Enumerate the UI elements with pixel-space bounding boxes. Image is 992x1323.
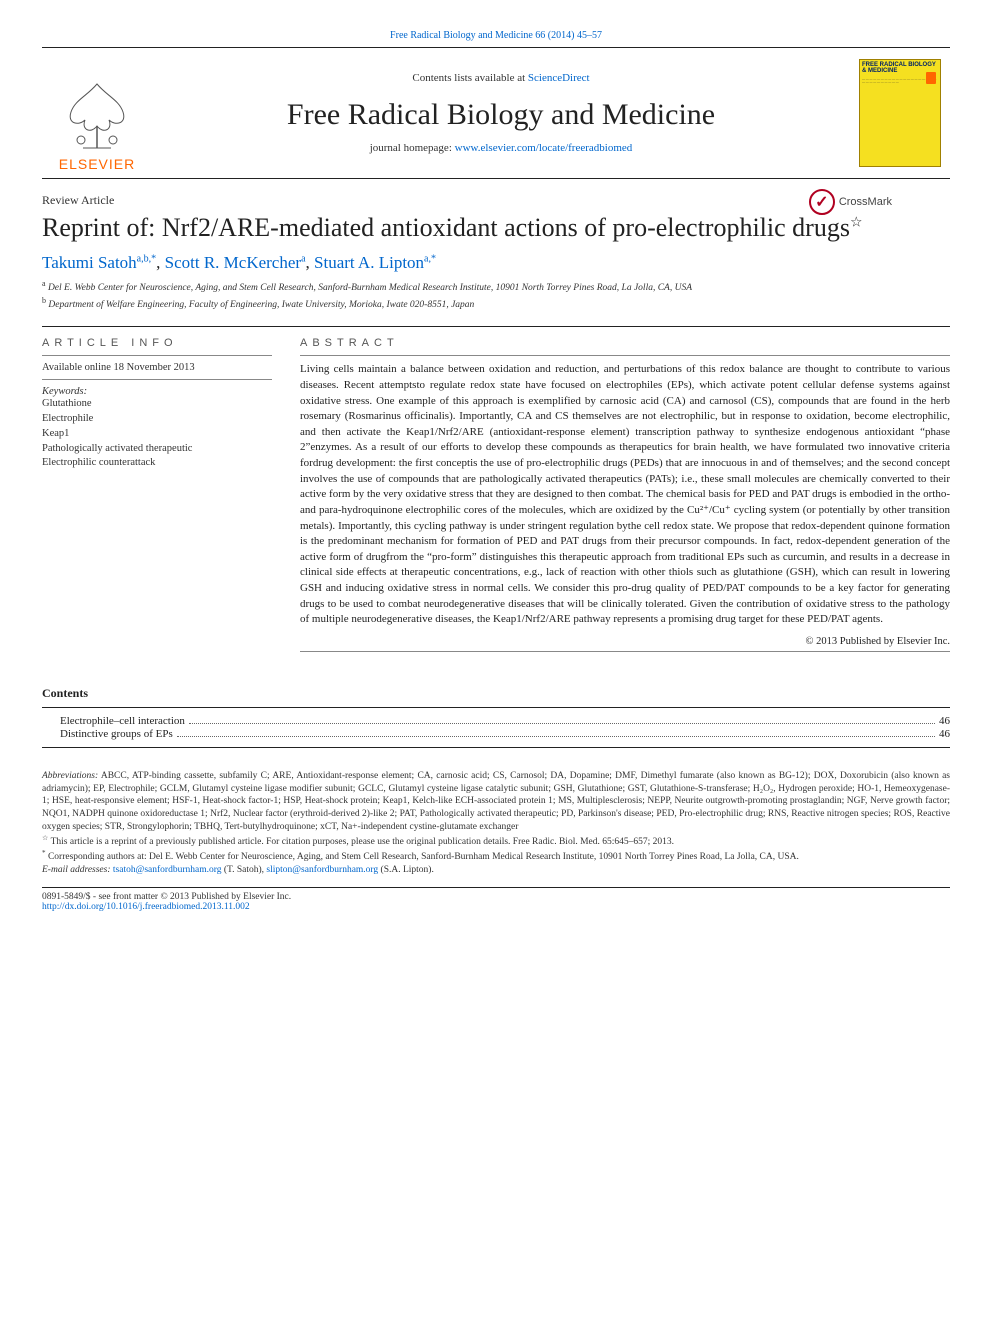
available-online-line: Available online 18 November 2013	[42, 362, 272, 373]
publisher-block: ELSEVIER	[42, 48, 158, 178]
aff-text: Department of Welfare Engineering, Facul…	[48, 301, 474, 311]
author-aff-mark: a	[301, 253, 305, 264]
aff-text: Del E. Webb Center for Neuroscience, Agi…	[48, 283, 692, 293]
reprint-note-text: This article is a reprint of a previousl…	[51, 837, 674, 847]
toc-row: Electrophile–cell interaction 46	[42, 715, 950, 727]
affiliation-line: b Department of Welfare Engineering, Fac…	[42, 296, 950, 312]
author-link[interactable]: Takumi Satoh	[42, 253, 137, 272]
journal-name: Free Radical Biology and Medicine	[287, 98, 715, 132]
publisher-label: ELSEVIER	[59, 156, 135, 172]
keywords-list: Glutathione Electrophile Keap1 Pathologi…	[42, 397, 272, 470]
email-label: E-mail addresses:	[42, 865, 111, 875]
issn-line: 0891-5849/$ - see front matter © 2013 Pu…	[42, 892, 950, 902]
running-header: Free Radical Biology and Medicine 66 (20…	[42, 30, 950, 41]
contents-available-line: Contents lists available at ScienceDirec…	[412, 72, 589, 84]
cover-accent-icon	[926, 72, 936, 84]
article-info-column: ARTICLE INFO Available online 18 Novembe…	[42, 337, 272, 657]
author-link[interactable]: Scott R. McKercher	[165, 253, 301, 272]
article-info-heading: ARTICLE INFO	[42, 337, 272, 349]
footnotes-block: Abbreviations: ABCC, ATP-binding cassett…	[42, 770, 950, 877]
abbreviations-footnote: Abbreviations: ABCC, ATP-binding cassett…	[42, 770, 950, 834]
keyword: Pathologically activated therapeutic	[42, 442, 272, 457]
corresponding-note-text: Corresponding authors at: Del E. Webb Ce…	[48, 852, 799, 862]
masthead: ELSEVIER Contents lists available at Sci…	[42, 47, 950, 179]
author-link[interactable]: Stuart A. Lipton	[314, 253, 424, 272]
divider	[300, 651, 950, 652]
toc-entry-page: 46	[939, 728, 950, 740]
contents-prefix: Contents lists available at	[412, 72, 527, 84]
author-aff-mark: a,b,*	[137, 253, 156, 264]
authors-line: Takumi Satoha,b,*, Scott R. McKerchera, …	[42, 253, 950, 273]
aff-mark: a	[42, 279, 46, 288]
footer-block: 0891-5849/$ - see front matter © 2013 Pu…	[42, 887, 950, 912]
contents-heading: Contents	[42, 686, 950, 701]
abstract-body: Living cells maintain a balance between …	[300, 362, 950, 627]
aff-mark: b	[42, 296, 46, 305]
sciencedirect-link[interactable]: ScienceDirect	[528, 72, 590, 84]
email-who: (S.A. Lipton)	[381, 865, 432, 875]
divider	[300, 355, 950, 356]
author-aff-mark: a,*	[424, 253, 436, 264]
corresponding-footnote: * Corresponding authors at: Del E. Webb …	[42, 849, 950, 864]
abbrev-label: Abbreviations:	[42, 771, 98, 781]
journal-homepage-link[interactable]: www.elsevier.com/locate/freeradbiomed	[455, 142, 633, 154]
email-footnote: E-mail addresses: tsatoh@sanfordburnham.…	[42, 864, 950, 877]
journal-homepage-line: journal homepage: www.elsevier.com/locat…	[370, 142, 633, 154]
title-footnote-star-icon: ☆	[850, 215, 863, 230]
email-who: (T. Satoh)	[224, 865, 262, 875]
doi-link[interactable]: http://dx.doi.org/10.1016/j.freeradbiome…	[42, 902, 250, 912]
divider	[42, 326, 950, 327]
masthead-center: Contents lists available at ScienceDirec…	[158, 48, 844, 178]
crossmark-badge[interactable]: ✓ CrossMark	[809, 189, 892, 215]
cover-thumbnail-holder: FREE RADICAL BIOLOGY & MEDICINE — — — — …	[844, 48, 950, 178]
copyright-line: © 2013 Published by Elsevier Inc.	[300, 636, 950, 647]
article-title-text: Reprint of: Nrf2/ARE-mediated antioxidan…	[42, 213, 850, 242]
toc-leader-dots-icon	[177, 735, 935, 737]
asterisk-mark-icon: *	[42, 849, 46, 857]
divider	[42, 379, 272, 380]
running-header-link[interactable]: Free Radical Biology and Medicine 66 (20…	[390, 30, 602, 41]
journal-cover-thumbnail: FREE RADICAL BIOLOGY & MEDICINE — — — — …	[859, 59, 941, 167]
keyword: Electrophile	[42, 412, 272, 427]
toc-box: Electrophile–cell interaction 46 Distinc…	[42, 707, 950, 748]
article-title: Reprint of: Nrf2/ARE-mediated antioxidan…	[42, 212, 950, 245]
toc-row: Distinctive groups of EPs 46	[42, 728, 950, 740]
homepage-prefix: journal homepage:	[370, 142, 455, 154]
abstract-column: ABSTRACT Living cells maintain a balance…	[300, 337, 950, 657]
abstract-heading: ABSTRACT	[300, 337, 950, 349]
crossmark-label: CrossMark	[839, 196, 892, 208]
keyword: Glutathione	[42, 397, 272, 412]
reprint-footnote: ☆ This article is a reprint of a previou…	[42, 834, 950, 849]
star-mark-icon: ☆	[42, 834, 48, 842]
toc-entry-label[interactable]: Electrophile–cell interaction	[60, 715, 185, 727]
author-email-link[interactable]: tsatoh@sanfordburnham.org	[113, 865, 222, 875]
affiliation-line: a Del E. Webb Center for Neuroscience, A…	[42, 279, 950, 295]
toc-entry-label[interactable]: Distinctive groups of EPs	[60, 728, 173, 740]
keyword: Keap1	[42, 427, 272, 442]
abbrev-text: ABCC, ATP-binding cassette, subfamily C;…	[42, 771, 950, 832]
elsevier-tree-icon	[57, 76, 137, 154]
author-email-link[interactable]: slipton@sanfordburnham.org	[266, 865, 378, 875]
keywords-label: Keywords:	[42, 386, 272, 397]
crossmark-icon: ✓	[809, 189, 835, 215]
toc-entry-page: 46	[939, 715, 950, 727]
divider	[42, 355, 272, 356]
toc-leader-dots-icon	[189, 722, 935, 724]
keyword: Electrophilic counterattack	[42, 456, 272, 471]
